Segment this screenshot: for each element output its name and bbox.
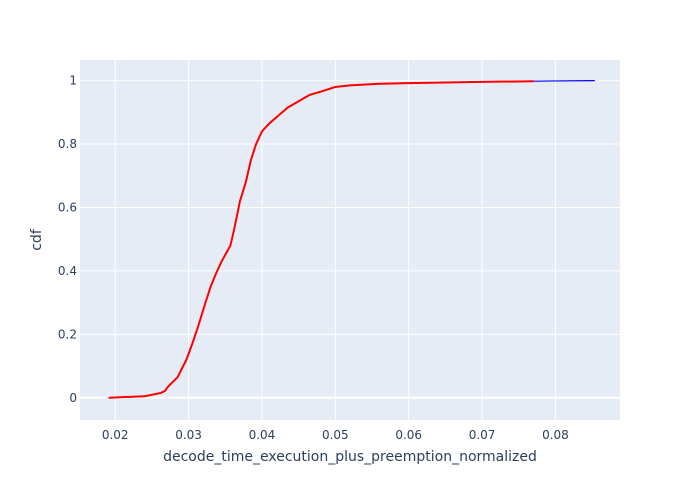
plot-area <box>80 60 620 420</box>
y-tick-labels: 0 0.2 0.4 0.6 0.8 1 <box>58 74 77 405</box>
x-tick-label: 0.07 <box>469 428 496 442</box>
x-axis-title: decode_time_execution_plus_preemption_no… <box>163 449 537 465</box>
y-tick-label: 0.6 <box>58 200 77 214</box>
y-tick-label: 0.2 <box>58 327 77 341</box>
y-tick-label: 0.8 <box>58 137 77 151</box>
y-tick-label: 0.4 <box>58 264 77 278</box>
series-layer <box>108 80 595 399</box>
x-tick-label: 0.05 <box>322 428 349 442</box>
x-tick-label: 0.04 <box>249 428 276 442</box>
x-tick-label: 0.02 <box>102 428 129 442</box>
series-line-2 <box>108 80 535 399</box>
x-tick-label: 0.03 <box>175 428 202 442</box>
y-axis-title: cdf <box>29 228 45 251</box>
y-tick-label: 0 <box>69 391 77 405</box>
x-tick-labels: 0.02 0.03 0.04 0.05 0.06 0.07 0.08 <box>102 428 569 442</box>
x-gridlines <box>114 60 556 420</box>
y-tick-label: 1 <box>69 74 77 88</box>
x-tick-label: 0.08 <box>542 428 569 442</box>
y-gridlines <box>80 80 620 399</box>
x-tick-label: 0.06 <box>395 428 422 442</box>
